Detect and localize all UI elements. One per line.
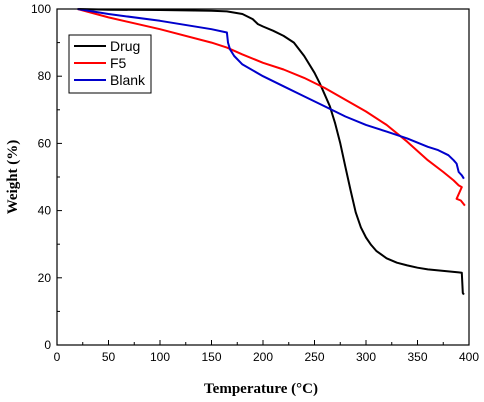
series-line-f5	[77, 8, 466, 207]
series-layer	[77, 8, 466, 296]
x-tick-label: 300	[356, 350, 376, 364]
y-tick-label: 100	[31, 2, 51, 16]
y-tick-label: 40	[38, 204, 52, 218]
x-tick-label: 400	[459, 350, 479, 364]
x-tick-label: 100	[150, 350, 170, 364]
x-tick-label: 50	[102, 350, 116, 364]
x-tick-label: 150	[201, 350, 221, 364]
legend-label-drug: Drug	[110, 38, 140, 54]
x-tick-label: 200	[253, 350, 273, 364]
y-tick-label: 60	[38, 136, 52, 150]
x-tick-label: 350	[407, 350, 427, 364]
y-tick-label: 20	[38, 271, 52, 285]
legend-label-f5: F5	[110, 55, 127, 71]
series-line-drug	[77, 8, 465, 296]
y-tick-label: 80	[38, 69, 52, 83]
legend-label-blank: Blank	[110, 72, 146, 88]
x-axis-title: Temperature (°C)	[204, 381, 318, 397]
y-tick-label: 0	[44, 338, 51, 352]
y-axis-title: Weight (%)	[5, 140, 21, 215]
axes-layer: 0 50 100 150 200 250 300 350 400 0 20 40 60 80 100	[31, 2, 479, 364]
x-tick-label: 0	[54, 350, 61, 364]
x-tick-label: 250	[304, 350, 324, 364]
series-line-blank	[77, 8, 465, 180]
